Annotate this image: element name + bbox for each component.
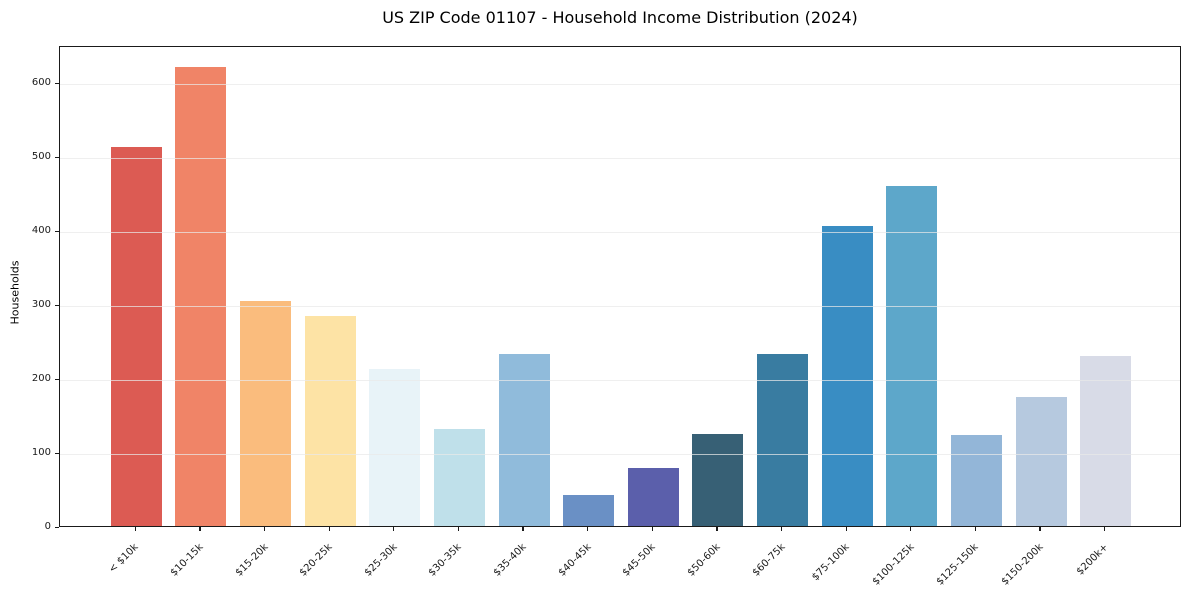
x-tick-mark-10k <box>134 527 136 531</box>
x-tick-mark-50-60k <box>716 527 718 531</box>
x-tick-mark-60-75k <box>780 527 783 531</box>
bar-40-45k <box>563 494 615 526</box>
x-tick-mark-25-30k <box>393 527 395 531</box>
bar-20-25k <box>304 315 356 526</box>
bar-100-125k <box>886 185 938 526</box>
gridline-100 <box>60 454 1180 455</box>
y-tick-label-100: 100 <box>31 447 51 458</box>
y-tick-label-600: 600 <box>31 77 51 88</box>
bar-25-30k <box>369 369 421 526</box>
y-tick-label-400: 400 <box>31 225 51 236</box>
x-tick-label-10k: < $10k <box>107 541 141 576</box>
x-tick-mark-30-35k <box>457 527 460 531</box>
x-tick-label-30-35k: $30-35k <box>427 541 464 579</box>
bar-125-150k <box>950 434 1002 526</box>
bar-10-15k <box>175 67 227 526</box>
bar-15-20k <box>240 301 292 526</box>
y-tick-mark-400 <box>55 230 59 232</box>
gridline-400 <box>60 232 1180 233</box>
x-tick-label-20-25k: $20-25k <box>297 541 335 579</box>
x-tick-label-125-150k: $125-150k <box>935 541 981 588</box>
x-tick-label-25-30k: $25-30k <box>362 541 400 579</box>
x-tick-mark-150-200k <box>1039 527 1041 531</box>
gridline-300 <box>60 306 1180 307</box>
y-tick-label-200: 200 <box>31 373 51 384</box>
y-tick-label-500: 500 <box>31 151 51 162</box>
y-tick-label-0: 0 <box>44 521 51 532</box>
bar-35-40k <box>498 353 550 526</box>
x-tick-mark-10-15k <box>199 527 201 531</box>
y-tick-mark-100 <box>55 452 59 454</box>
chart-title: US ZIP Code 01107 - Household Income Dis… <box>382 8 858 27</box>
x-tick-label-75-100k: $75-100k <box>810 541 852 584</box>
bar-45-50k <box>627 468 679 526</box>
x-tick-label-35-40k: $35-40k <box>491 541 529 579</box>
bar-150-200k <box>1015 397 1067 526</box>
gridline-500 <box>60 158 1180 159</box>
bar-50-60k <box>692 433 744 526</box>
x-tick-label-40-45k: $40-45k <box>556 541 594 579</box>
bar-10k <box>110 147 162 526</box>
x-tick-label-60-75k: $60-75k <box>750 541 788 579</box>
x-tick-label-10-15k: $10-15k <box>168 541 206 579</box>
plot-area <box>59 46 1181 527</box>
bar-200k <box>1080 355 1132 526</box>
gridline-600 <box>60 84 1180 85</box>
x-tick-mark-200k <box>1104 527 1106 531</box>
x-tick-mark-35-40k <box>522 527 524 531</box>
x-tick-mark-15-20k <box>263 527 266 531</box>
x-tick-label-150-200k: $150-200k <box>999 541 1046 588</box>
x-tick-label-15-20k: $15-20k <box>233 541 271 579</box>
gridline-200 <box>60 380 1180 381</box>
x-tick-mark-20-25k <box>328 527 330 531</box>
y-tick-mark-600 <box>55 82 59 84</box>
y-axis-label: Households <box>8 260 22 325</box>
y-tick-mark-200 <box>55 378 59 380</box>
bar-75-100k <box>821 225 873 526</box>
x-tick-label-50-60k: $50-60k <box>685 541 723 579</box>
x-tick-mark-125-150k <box>974 527 977 531</box>
bar-30-35k <box>433 429 485 526</box>
x-tick-label-200k: $200k+ <box>1074 541 1111 578</box>
bar-60-75k <box>757 353 809 526</box>
x-tick-mark-45-50k <box>651 527 653 531</box>
x-tick-mark-75-100k <box>845 527 847 531</box>
y-tick-mark-0 <box>55 526 59 528</box>
x-tick-label-45-50k: $45-50k <box>620 541 658 579</box>
y-tick-mark-500 <box>55 156 59 158</box>
y-tick-mark-300 <box>55 304 59 306</box>
x-tick-mark-100-125k <box>910 527 912 531</box>
x-tick-label-100-125k: $100-125k <box>870 541 917 588</box>
x-tick-mark-40-45k <box>587 527 589 531</box>
y-tick-label-300: 300 <box>31 299 51 310</box>
